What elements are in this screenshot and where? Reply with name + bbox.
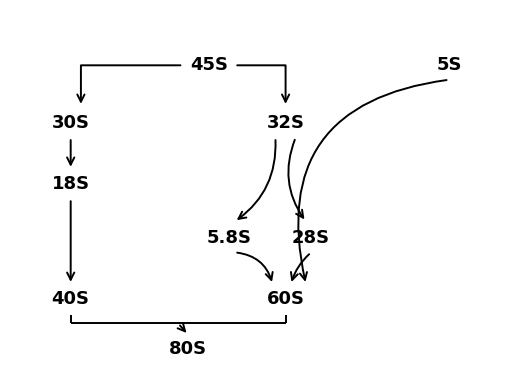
Text: 60S: 60S: [267, 290, 305, 308]
Text: 45S: 45S: [190, 56, 228, 74]
Text: 18S: 18S: [51, 175, 90, 193]
Text: 5.8S: 5.8S: [207, 229, 252, 247]
Text: 28S: 28S: [292, 229, 330, 247]
Text: 5S: 5S: [437, 56, 462, 74]
Text: 40S: 40S: [51, 290, 89, 308]
Text: 30S: 30S: [51, 114, 89, 132]
Text: 32S: 32S: [267, 114, 305, 132]
Text: 80S: 80S: [170, 340, 207, 358]
